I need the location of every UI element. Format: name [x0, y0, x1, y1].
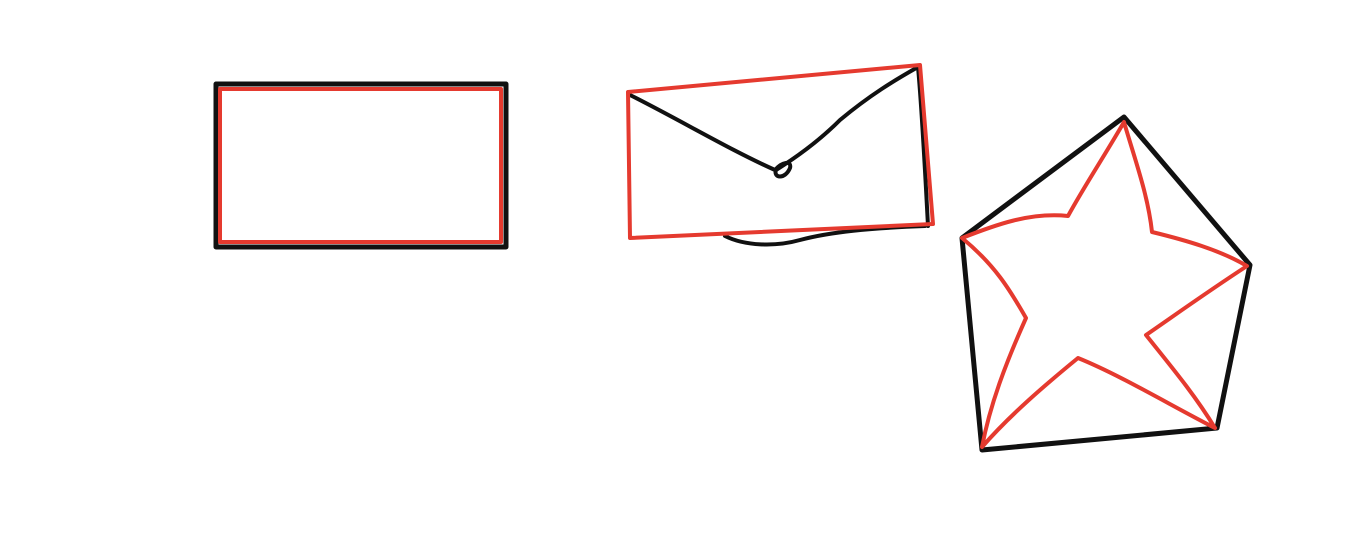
envelope-shape — [626, 63, 935, 247]
envelope-red-overlay — [626, 63, 935, 240]
star-red-overlay — [960, 120, 1249, 449]
rectangle-red-overlay — [218, 87, 503, 244]
envelope-right-edge-black — [916, 65, 930, 228]
pentagon-black-outline — [959, 114, 1253, 453]
envelope-flap-black — [628, 65, 920, 179]
rectangle-shape — [213, 81, 509, 250]
rectangle-black-outline — [213, 81, 509, 250]
star-pentagon-shape — [959, 114, 1253, 453]
